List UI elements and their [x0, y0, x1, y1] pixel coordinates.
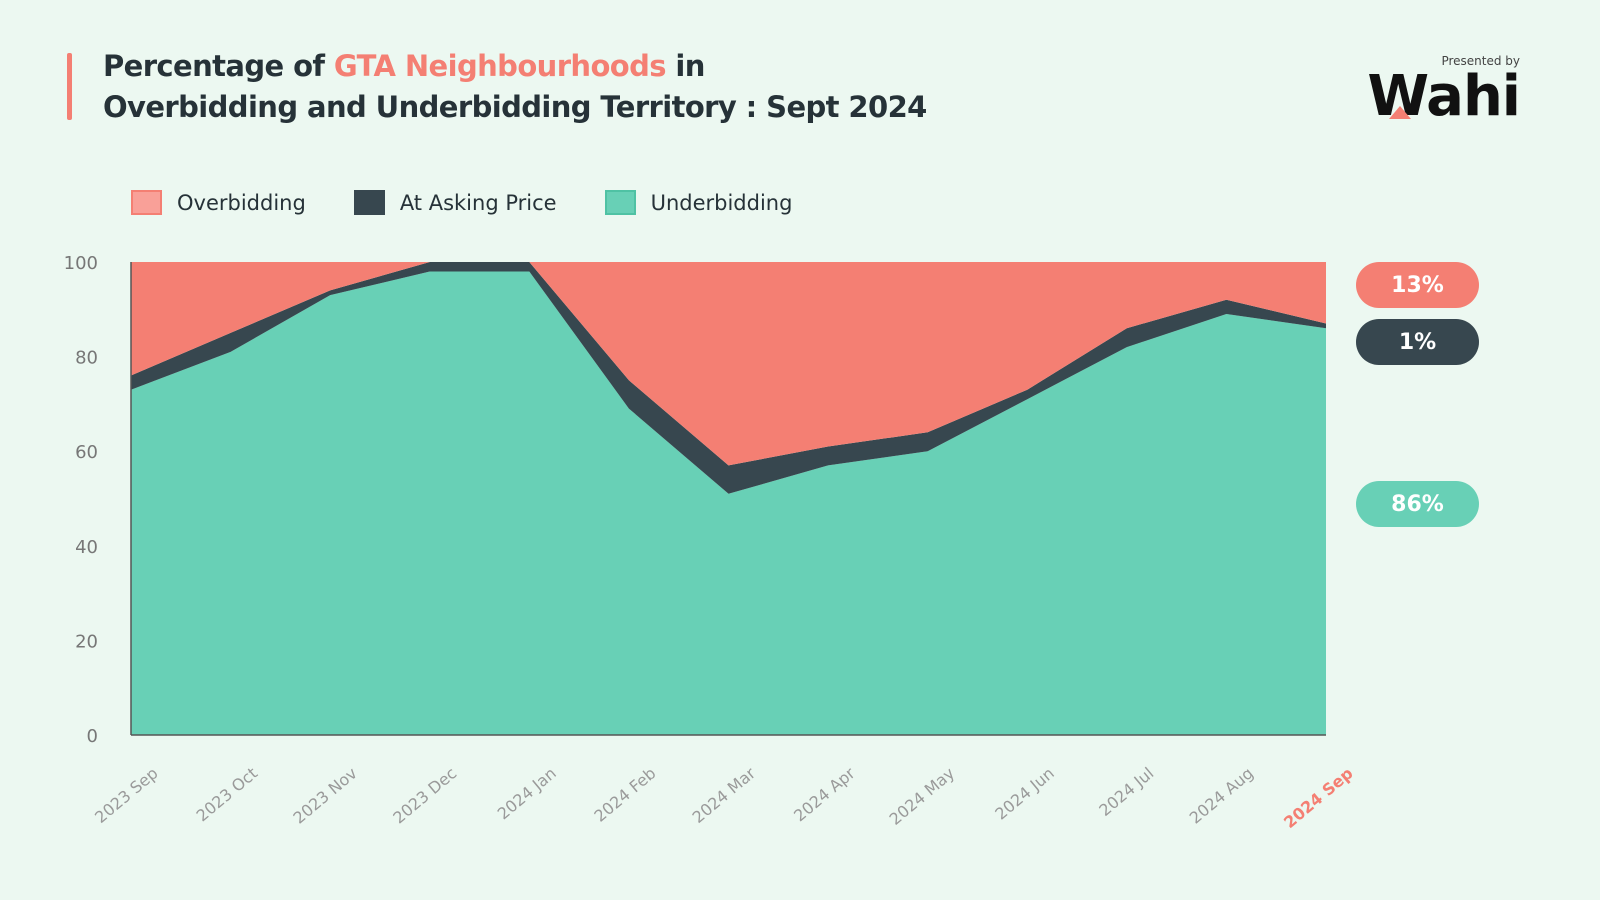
chart-legend: Overbidding At Asking Price Underbidding	[131, 190, 840, 215]
logo-roof-icon	[1389, 106, 1412, 119]
title-highlight: GTA Neighbourhoods	[333, 49, 667, 83]
area-layers	[131, 262, 1326, 735]
x-tick-label: 2023 Dec	[389, 764, 460, 828]
y-tick-label: 60	[75, 442, 98, 463]
legend-label-underbidding: Underbidding	[650, 190, 793, 215]
legend-label-at-asking: At Asking Price	[399, 190, 557, 215]
x-tick-label: 2024 May	[886, 764, 959, 829]
x-tick-label: 2023 Nov	[290, 764, 361, 828]
title-part-1: Percentage of	[103, 49, 334, 83]
x-tick-label: 2024 Sep	[1280, 764, 1357, 833]
callout-underbidding: 86%	[1356, 481, 1479, 527]
x-tick-label: 2023 Oct	[193, 764, 261, 826]
presented-by-label: Presented by	[1441, 54, 1520, 68]
chart-title: Percentage of GTA Neighbourhoods in Over…	[103, 46, 1203, 128]
x-tick-label: 2024 Jul	[1095, 764, 1157, 820]
y-tick-label: 80	[75, 348, 98, 369]
title-part-2: in	[665, 49, 705, 83]
legend-swatch-underbidding	[604, 190, 636, 215]
legend-item-underbidding: Underbidding	[604, 190, 793, 215]
y-tick-label: 40	[75, 537, 98, 558]
x-tick-label: 2023 Sep	[91, 764, 161, 827]
title-accent-bar	[67, 53, 72, 120]
y-axis: 0 20 40 60 80 100	[64, 253, 1326, 747]
x-tick-label: 2024 Aug	[1186, 764, 1257, 828]
callout-overbidding: 13%	[1356, 262, 1479, 308]
x-axis: 2023 Sep 2023 Oct 2023 Nov 2023 Dec 2024 Jan…	[91, 763, 1356, 832]
x-tick-label: 2024 Jan	[494, 764, 560, 824]
x-tick-label: 2024 Feb	[590, 764, 659, 826]
callout-at-asking: 1%	[1356, 319, 1479, 365]
x-tick-label: 2024 Apr	[790, 763, 859, 825]
x-tick-label: 2024 Jun	[991, 764, 1057, 824]
legend-item-at-asking: At Asking Price	[353, 190, 557, 215]
legend-swatch-at-asking	[353, 190, 385, 215]
legend-item-overbidding: Overbidding	[131, 190, 306, 215]
y-tick-label: 0	[87, 726, 98, 747]
title-line-1: Percentage of GTA Neighbourhoods in	[103, 46, 1203, 87]
brand-block: Presented by Wahi	[1367, 54, 1521, 125]
wahi-logo: Wahi	[1367, 69, 1521, 125]
area-overbidding	[131, 262, 1326, 466]
y-tick-label: 100	[64, 253, 98, 274]
legend-label-overbidding: Overbidding	[177, 190, 306, 215]
x-tick-label: 2024 Mar	[689, 763, 760, 827]
title-line-2: Overbidding and Underbidding Territory :…	[103, 90, 927, 124]
legend-swatch-overbidding	[131, 190, 162, 215]
y-tick-label: 20	[75, 631, 98, 652]
area-underbidding	[131, 271, 1326, 735]
